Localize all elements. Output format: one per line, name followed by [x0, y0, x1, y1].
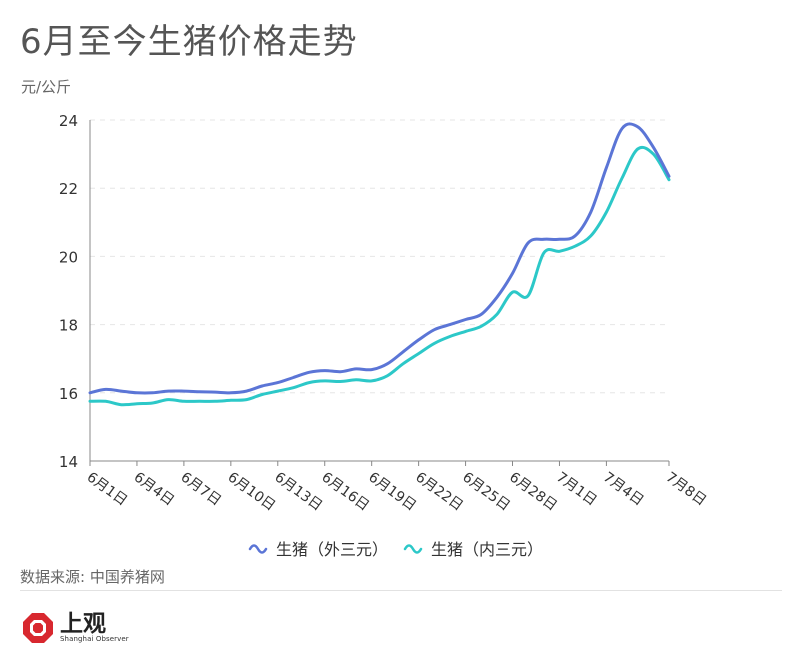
legend-swatch [248, 544, 268, 554]
x-axis-ticks: 6月1日 6月4日 6月7日 6月10日6月13日6月16日6月19日6月22日6月2… [84, 461, 709, 514]
x-tick-label: 6月28日 [506, 469, 560, 514]
x-tick-label: 6月10日 [224, 469, 278, 514]
x-tick-label: 6月22日 [412, 469, 466, 514]
x-tick-label: 6月1日 [84, 469, 130, 509]
x-tick-label: 6月7日 [178, 469, 224, 509]
footer-divider [20, 590, 782, 591]
y-tick-label: 22 [59, 180, 78, 198]
shanghai-observer-logo: 上观 Shanghai Observer [22, 604, 142, 650]
logo-name: 上观 [60, 610, 106, 637]
x-tick-label: 6月13日 [271, 469, 325, 514]
y-tick-label: 14 [59, 453, 78, 471]
logo-subtitle: Shanghai Observer [60, 635, 129, 643]
legend-label: 生猪（内三元） [431, 540, 543, 559]
legend-swatch [403, 544, 423, 554]
x-tick-label: 7月8日 [663, 469, 709, 509]
x-tick-label: 6月16日 [318, 469, 372, 514]
y-tick-label: 20 [59, 248, 78, 266]
x-tick-label: 6月4日 [131, 469, 177, 509]
axes [89, 120, 669, 462]
legend-label: 生猪（外三元） [276, 540, 388, 559]
y-tick-label: 16 [59, 385, 78, 403]
line-chart: 14 16 18 20 22 24 6月1日 6月4日 6月7日 6月10日6月13日6月16日… [59, 112, 709, 559]
y-axis-ticks: 14 16 18 20 22 24 [59, 112, 78, 471]
x-tick-label: 6月19日 [365, 469, 419, 514]
series-line-1 [88, 145, 671, 407]
x-tick-label: 6月25日 [459, 469, 513, 514]
y-axis-unit: 元/公斤 [21, 78, 72, 96]
gridlines [90, 119, 669, 394]
series-line-0 [88, 122, 671, 395]
y-tick-label: 24 [59, 112, 78, 130]
legend: 生猪（外三元） 生猪（内三元） [248, 540, 543, 559]
shanghai-observer-logo-icon [23, 613, 53, 643]
x-tick-label: 7月4日 [600, 469, 646, 509]
y-tick-label: 18 [59, 317, 78, 335]
chart-title: 6月至今生猪价格走势 [20, 22, 358, 62]
x-tick-label: 7月1日 [553, 469, 599, 509]
data-source: 数据来源: 中国养猪网 [20, 568, 165, 586]
series-lines [88, 122, 671, 407]
